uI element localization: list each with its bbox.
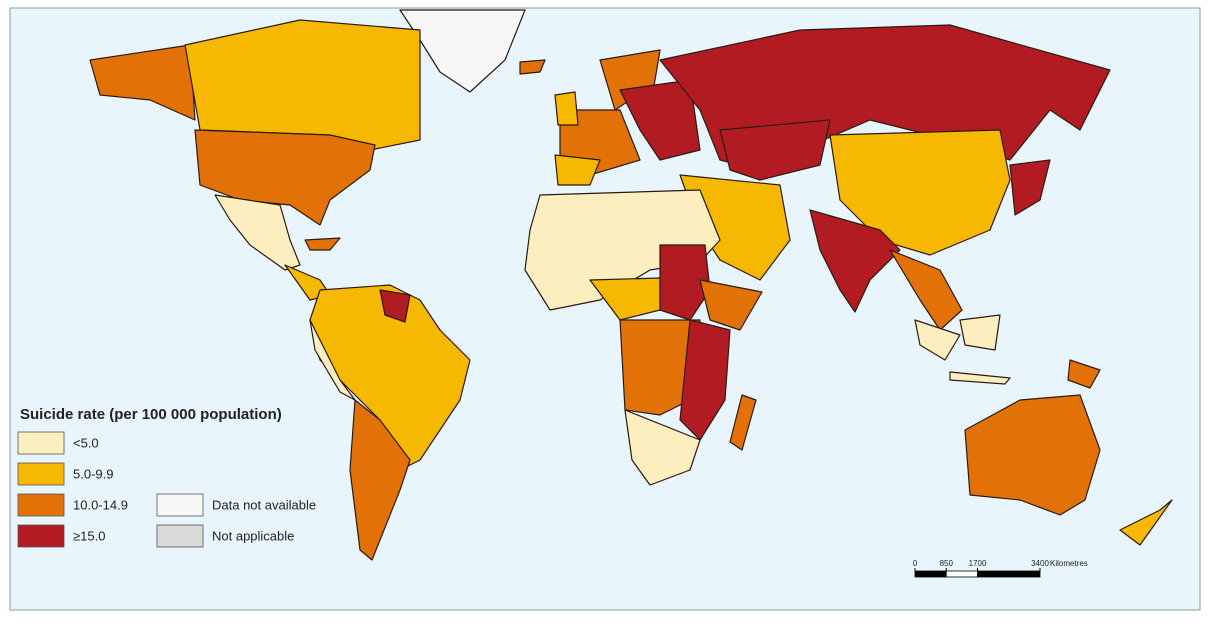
legend-title: Suicide rate (per 100 000 population) xyxy=(20,406,282,423)
scale-bar: 0 850 1700 3400 Kilometres xyxy=(913,559,1088,578)
legend-label: Data not available xyxy=(212,497,316,512)
central-africa xyxy=(619,319,701,416)
iberia xyxy=(554,154,601,186)
legend-label: ≥15.0 xyxy=(73,528,105,543)
legend-swatch xyxy=(156,493,204,517)
scale-segment xyxy=(945,570,978,578)
india xyxy=(809,209,901,313)
australia xyxy=(964,394,1101,516)
usa xyxy=(194,129,376,226)
alaska xyxy=(89,44,196,121)
legend-swatch xyxy=(17,493,65,517)
madagascar xyxy=(729,394,757,451)
east-africa xyxy=(679,319,731,441)
uk xyxy=(554,91,579,126)
ethiopia xyxy=(699,279,763,331)
legend-label: 5.0-9.9 xyxy=(73,466,113,481)
scale-unit: Kilometres xyxy=(1050,559,1088,568)
china xyxy=(829,129,1011,256)
legend-label: 10.0-14.9 xyxy=(73,497,128,512)
scale-segment xyxy=(977,570,1041,578)
scale-label: 0 xyxy=(913,559,918,568)
legend-swatch xyxy=(17,524,65,548)
legend-swatch xyxy=(17,431,65,455)
japan xyxy=(1009,159,1051,216)
kazakhstan xyxy=(719,119,831,181)
scale-label: 1700 xyxy=(969,559,987,568)
cuba xyxy=(304,237,341,251)
scale-label: 3400 xyxy=(1031,559,1049,568)
sumatra xyxy=(914,319,961,361)
legend-swatch xyxy=(156,524,204,548)
mexico xyxy=(214,194,301,271)
legend-label: Not applicable xyxy=(212,528,294,543)
scale-segment xyxy=(914,570,947,578)
southeast-asia xyxy=(889,249,963,331)
scale-label: 850 xyxy=(940,559,954,568)
countries xyxy=(89,9,1173,561)
legend: Suicide rate (per 100 000 population) <5… xyxy=(17,406,316,548)
java xyxy=(949,371,1011,385)
peru xyxy=(309,319,356,401)
sudan xyxy=(659,244,711,321)
borneo xyxy=(959,314,1001,351)
iceland xyxy=(519,59,546,75)
southern-cone xyxy=(349,399,411,561)
papua-new-guinea xyxy=(1067,359,1101,389)
legend-swatch xyxy=(17,462,65,486)
guyana xyxy=(379,289,411,323)
new-zealand xyxy=(1119,499,1173,546)
southern-africa xyxy=(624,409,701,486)
legend-label: <5.0 xyxy=(73,435,99,450)
